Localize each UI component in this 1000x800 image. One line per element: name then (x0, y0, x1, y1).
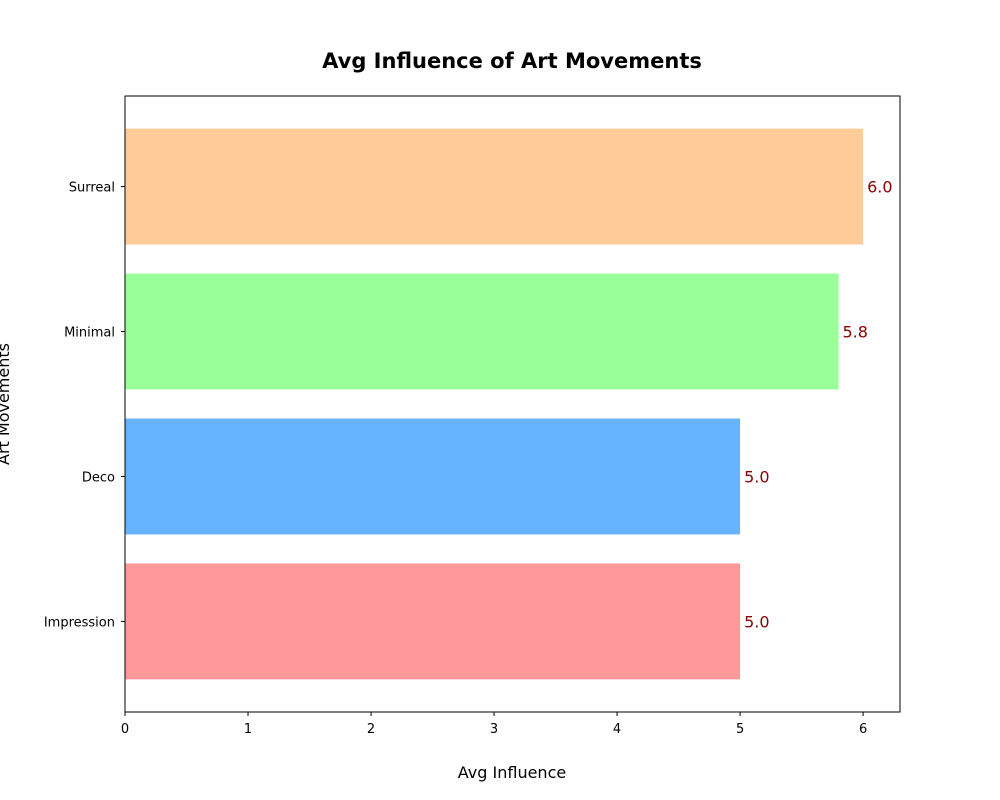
x-tick-label-5: 5 (736, 722, 744, 737)
data-label-minimal: 5.8 (842, 323, 867, 342)
data-labels: 5.0 5.0 5.8 6.0 (744, 178, 892, 632)
x-axis-ticks: 0 1 2 3 4 5 6 (121, 712, 867, 737)
data-label-impression: 5.0 (744, 612, 769, 631)
chart-title: Avg Influence of Art Movements (322, 49, 702, 73)
x-tick-label-2: 2 (367, 722, 375, 737)
data-label-deco: 5.0 (744, 467, 769, 486)
y-tick-label-surreal: Surreal (69, 181, 115, 196)
data-label-surreal: 6.0 (867, 178, 892, 197)
bar-surreal (125, 128, 864, 245)
x-tick-label-1: 1 (244, 722, 252, 737)
bar-impression (125, 563, 741, 680)
x-tick-label-4: 4 (613, 722, 621, 737)
y-axis-ticks: Impression Deco Minimal Surreal (44, 181, 125, 630)
bars-layer (125, 128, 864, 680)
y-tick-label-deco: Deco (82, 470, 115, 485)
x-axis-label: Avg Influence (458, 763, 566, 782)
y-axis-label: Art Movements (0, 343, 13, 465)
plot-frame (124, 95, 901, 713)
y-tick-label-minimal: Minimal (64, 326, 115, 341)
bar-minimal (125, 273, 839, 390)
x-tick-label-3: 3 (490, 722, 498, 737)
x-tick-label-0: 0 (121, 722, 129, 737)
x-tick-label-6: 6 (859, 722, 867, 737)
bar-deco (125, 418, 741, 535)
y-tick-label-impression: Impression (44, 615, 115, 630)
